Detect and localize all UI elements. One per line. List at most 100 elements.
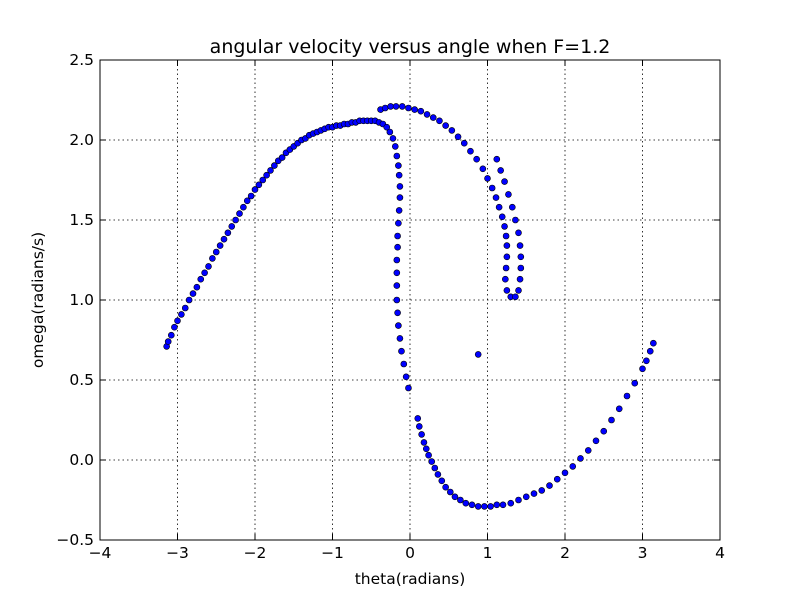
data-point: [398, 347, 405, 355]
data-point: [438, 477, 446, 485]
data-point: [209, 255, 216, 262]
data-point: [502, 232, 510, 240]
data-point: [505, 191, 512, 198]
data-point: [484, 175, 491, 182]
data-point: [395, 162, 402, 169]
data-point: [615, 405, 623, 413]
data-point: [454, 133, 462, 141]
data-point: [414, 415, 422, 422]
data-point: [442, 483, 449, 491]
data-point: [387, 103, 394, 110]
data-point: [392, 103, 400, 110]
data-point: [228, 223, 236, 230]
data-point: [411, 106, 418, 113]
data-point: [393, 269, 401, 277]
data-point: [395, 219, 402, 227]
data-point: [487, 503, 494, 510]
y-tick-labels: −0.5 0.0 0.5 1.0 1.5 2.0 2.5: [56, 51, 94, 549]
data-point: [473, 155, 480, 163]
data-point: [462, 499, 470, 507]
data-point: [220, 235, 228, 243]
data-point: [639, 365, 646, 373]
data-point: [178, 311, 185, 318]
data-point: [512, 216, 519, 224]
data-point: [474, 503, 482, 510]
data-point: [643, 357, 650, 365]
data-point: [398, 103, 406, 110]
data-point: [650, 339, 657, 347]
data-points: [163, 103, 657, 510]
data-point: [502, 264, 510, 272]
data-point: [164, 338, 172, 345]
y-tick-label: 1.5: [69, 211, 94, 229]
x-tick-label: −1: [321, 544, 344, 562]
data-point: [394, 243, 401, 251]
data-point: [436, 117, 443, 125]
data-point: [481, 503, 488, 510]
data-point: [503, 242, 511, 249]
data-point: [457, 496, 464, 504]
data-point: [493, 501, 501, 509]
data-point: [451, 493, 459, 501]
data-point: [395, 322, 402, 329]
data-point: [515, 496, 522, 504]
data-point: [236, 210, 243, 217]
grid-lines: [100, 60, 720, 540]
data-point: [383, 123, 391, 131]
data-point: [474, 351, 482, 358]
data-point: [431, 464, 439, 472]
y-tick-label: 1.0: [69, 291, 94, 309]
axis-ticks: [99, 59, 721, 541]
data-point: [517, 253, 525, 261]
data-point: [512, 293, 519, 301]
data-point: [201, 269, 208, 277]
x-tick-label: −2: [244, 544, 267, 562]
data-point: [623, 392, 631, 400]
data-point: [251, 186, 259, 193]
data-point: [395, 171, 403, 179]
y-tick-label: 0.0: [69, 451, 94, 469]
data-point: [396, 335, 404, 342]
data-point: [418, 431, 425, 438]
data-point: [530, 490, 538, 497]
data-point: [386, 128, 394, 136]
data-point: [240, 203, 247, 211]
data-point: [423, 111, 431, 118]
data-point: [516, 242, 524, 249]
data-point: [394, 309, 401, 317]
data-point: [393, 152, 401, 160]
data-point: [501, 223, 508, 230]
data-point: [420, 439, 428, 446]
data-point: [232, 216, 239, 224]
data-point: [503, 287, 511, 294]
data-point: [522, 493, 530, 501]
data-point: [479, 165, 487, 173]
data-point: [446, 488, 454, 496]
data-point: [393, 256, 401, 264]
data-point: [255, 181, 263, 189]
data-point: [405, 104, 412, 112]
x-tick-label: 0: [405, 544, 415, 562]
y-tick-label: 2.5: [69, 51, 94, 69]
data-point: [507, 499, 515, 507]
data-point: [538, 487, 546, 494]
data-point: [498, 213, 506, 221]
data-point: [168, 331, 175, 339]
data-point: [181, 304, 189, 312]
data-point: [495, 203, 503, 211]
data-point: [468, 501, 476, 509]
data-point: [429, 114, 437, 121]
data-point: [224, 229, 232, 237]
data-point: [271, 162, 278, 169]
data-point: [569, 463, 577, 470]
data-point: [499, 501, 507, 509]
data-point: [488, 184, 496, 192]
data-point: [553, 475, 561, 483]
data-point: [584, 447, 592, 454]
data-point: [515, 287, 522, 294]
data-point: [592, 437, 600, 445]
data-point: [205, 263, 212, 270]
data-point: [492, 194, 500, 201]
data-point: [600, 427, 608, 435]
data-point: [400, 360, 408, 368]
